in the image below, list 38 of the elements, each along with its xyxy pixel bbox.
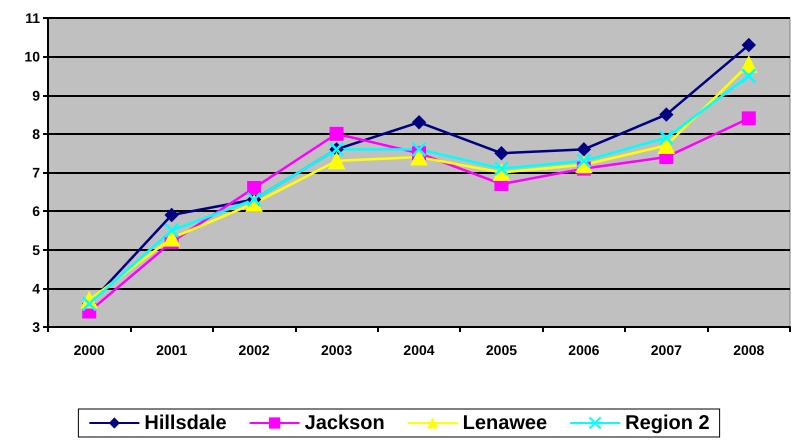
x-tick-label: 2003 bbox=[320, 342, 352, 358]
x-tick-label: 2007 bbox=[650, 342, 682, 358]
point bbox=[247, 180, 262, 195]
point bbox=[164, 222, 180, 238]
point bbox=[741, 68, 757, 84]
legend-label: Hillsdale bbox=[144, 412, 227, 434]
y-tick-label: 7 bbox=[32, 164, 40, 180]
point bbox=[742, 111, 756, 126]
legend-label: Lenawee bbox=[462, 412, 548, 434]
point bbox=[330, 126, 344, 141]
x-tick-label: 2002 bbox=[238, 342, 270, 358]
point bbox=[411, 142, 427, 158]
legend-label: Region 2 bbox=[625, 412, 710, 434]
y-tick-label: 9 bbox=[32, 87, 40, 104]
point bbox=[576, 153, 592, 169]
y-tick-label: 5 bbox=[32, 242, 40, 258]
point bbox=[576, 142, 591, 156]
x-tick-label: 2008 bbox=[733, 342, 765, 358]
point bbox=[328, 152, 346, 170]
x-tick-label: 2001 bbox=[156, 342, 188, 358]
y-tick-label: 3 bbox=[32, 319, 40, 335]
y-tick-label: 11 bbox=[25, 10, 40, 26]
point bbox=[412, 115, 426, 130]
point bbox=[494, 160, 510, 176]
y-tick-label: 10 bbox=[24, 48, 40, 65]
point bbox=[658, 130, 674, 146]
point bbox=[494, 146, 508, 160]
point bbox=[659, 108, 674, 122]
y-tick-label: 8 bbox=[32, 126, 40, 142]
x-tick-label: 2000 bbox=[74, 342, 105, 358]
point bbox=[164, 208, 179, 222]
y-tick-label: 6 bbox=[32, 203, 40, 220]
point bbox=[742, 38, 756, 52]
x-tick-label: 2005 bbox=[486, 342, 518, 358]
x-tick-label: 2004 bbox=[403, 342, 435, 358]
legend-label: Jackson bbox=[304, 412, 385, 434]
y-tick-label: 4 bbox=[32, 280, 40, 296]
x-tick-label: 2006 bbox=[568, 342, 600, 358]
